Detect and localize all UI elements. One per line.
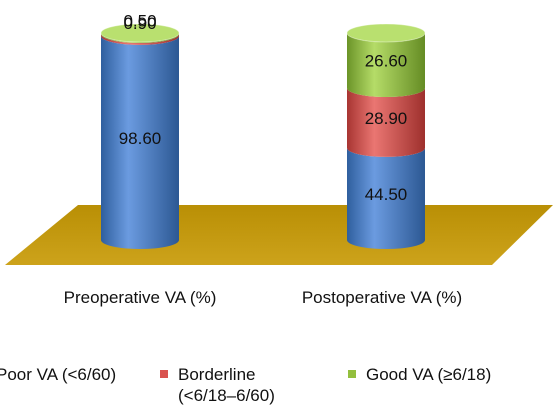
category-label-preoperative: Preoperative VA (%) (64, 288, 217, 307)
data-label-postoperative-good: 26.60 (365, 52, 408, 71)
legend-label-good: Good VA (≥6/18) (366, 365, 492, 384)
bar-segment-postoperative-good (347, 33, 425, 98)
cylinder-top-postoperative (346, 23, 426, 43)
bar-segment-preoperative-poor (101, 35, 179, 250)
legend-label-borderline-line1: Borderline (178, 365, 256, 384)
data-label-postoperative-poor: 44.50 (365, 185, 408, 204)
cylinder-top-preoperative (100, 23, 180, 43)
bar-segment-postoperative-poor (347, 147, 425, 249)
data-label-preoperative-good: 0.50 (123, 12, 156, 31)
data-label-postoperative-borderline: 28.90 (365, 109, 408, 128)
legend-label-poor: Poor VA (<6/60) (0, 365, 117, 384)
legend-label-borderline-line2: (<6/18–6/60) (178, 386, 275, 405)
bar-segment-postoperative-borderline (347, 88, 425, 157)
legend-label-borderline: Borderline (<6/18–6/60) (178, 364, 275, 406)
legend-swatch-good (348, 370, 356, 378)
data-label-preoperative-borderline: 0.90 (123, 14, 156, 33)
chart-floor (5, 205, 553, 265)
legend-swatch-borderline (160, 370, 168, 378)
data-label-preoperative-poor: 98.60 (119, 129, 162, 148)
bar-segment-preoperative-borderline (101, 34, 179, 45)
category-label-postoperative: Postoperative VA (%) (302, 288, 462, 307)
